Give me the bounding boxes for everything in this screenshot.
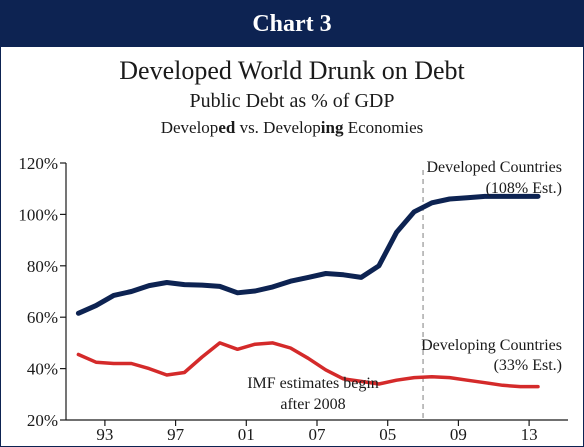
developed-estimate: (108% Est.): [486, 180, 562, 197]
subtitle-part-2: vs. Develop: [235, 118, 321, 137]
subtitle-part-1: Develop: [160, 118, 219, 137]
y-tick-label: 20%: [27, 411, 58, 430]
x-tick-label: 01: [238, 425, 255, 444]
subtitle-bold-2: ing: [320, 118, 344, 137]
x-tick-label: 09: [450, 425, 467, 444]
imf-note-line-2: after 2008: [280, 396, 345, 413]
chart-subtitle-comparison: Developed vs. Developing Economies: [0, 118, 584, 138]
imf-note-line-1: IMF estimates begin: [247, 375, 379, 392]
chart-subtitle: Public Debt as % of GDP: [189, 90, 395, 112]
y-tick-label: 120%: [18, 154, 58, 173]
chart-header: Chart 3: [1, 1, 583, 47]
subtitle-bold-1: ed: [218, 118, 236, 137]
developed-label: Developed Countries: [426, 159, 562, 176]
y-tick-label: 80%: [27, 257, 58, 276]
x-tick-label: 07: [309, 425, 327, 444]
subtitle-part-3: Economies: [343, 118, 424, 137]
chart-title: Developed World Drunk on Debt: [119, 56, 465, 85]
developing-label: Developing Countries: [421, 337, 562, 354]
x-axis-ticks: 93 97 01 07 05 09 13: [96, 420, 538, 444]
y-tick-label: 100%: [18, 205, 58, 224]
developing-estimate: (33% Est.): [494, 357, 562, 374]
y-tick-label: 60%: [27, 308, 58, 327]
series-lines: [75, 193, 541, 389]
x-tick-label: 97: [167, 425, 185, 444]
x-tick-label: 93: [96, 425, 113, 444]
y-tick-label: 40%: [27, 360, 58, 379]
developing-series-line: [76, 341, 540, 389]
x-tick-label: 05: [379, 425, 396, 444]
developed-series-line: [75, 193, 541, 316]
x-tick-label: 13: [521, 425, 538, 444]
y-axis-ticks: 20% 40% 60% 80% 100% 120%: [18, 154, 66, 430]
